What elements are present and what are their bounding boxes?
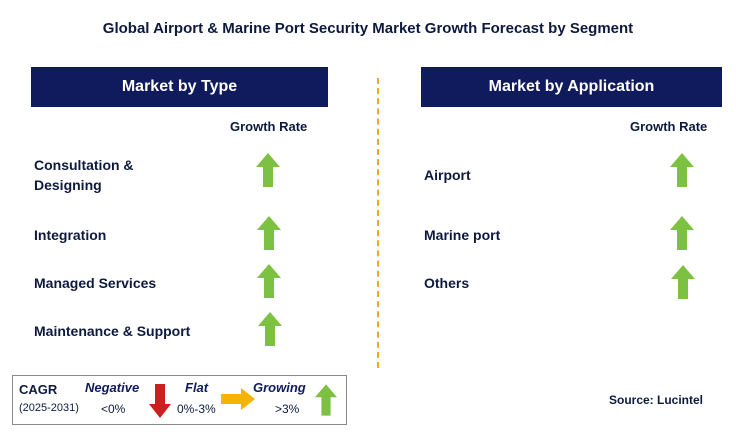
application-panel-header: Market by Application: [421, 67, 722, 107]
legend-cagr-label: CAGR: [19, 382, 58, 397]
legend-period: (2025-2031): [19, 402, 79, 414]
up-arrow-icon: [670, 216, 694, 250]
up-arrow-icon: [670, 153, 694, 187]
panel-divider: [377, 78, 379, 368]
type-panel-header: Market by Type: [31, 67, 328, 107]
source-note: Source: Lucintel: [609, 393, 704, 407]
type-row-label-line1: Consultation &: [34, 157, 134, 173]
application-row-label: Airport: [424, 167, 471, 183]
up-arrow-icon: [315, 384, 337, 416]
page-title: Global Airport & Marine Port Security Ma…: [102, 20, 634, 37]
application-row-label: Marine port: [424, 227, 501, 243]
type-row-label: Maintenance & Support: [34, 323, 191, 339]
down-arrow-icon: [149, 384, 171, 418]
legend-negative-label: Negative: [85, 380, 140, 395]
legend-negative-range: <0%: [101, 402, 126, 416]
type-row-label-line2: Designing: [34, 177, 102, 193]
up-arrow-icon: [258, 312, 282, 346]
legend-flat-label: Flat: [185, 380, 209, 395]
up-arrow-icon: [671, 265, 695, 299]
application-growth-rate-label: Growth Rate: [630, 119, 708, 134]
up-arrow-icon: [257, 264, 281, 298]
cagr-legend: CAGR (2025-2031) Negative <0% Flat 0%-3%…: [12, 375, 347, 425]
legend-growing-label: Growing: [253, 380, 306, 395]
right-arrow-icon: [221, 388, 255, 410]
legend-growing-range: >3%: [275, 402, 300, 416]
up-arrow-icon: [256, 153, 280, 187]
type-row-label: Managed Services: [34, 275, 157, 291]
type-growth-rate-label: Growth Rate: [230, 119, 308, 134]
legend-flat-range: 0%-3%: [177, 402, 216, 416]
up-arrow-icon: [257, 216, 281, 250]
type-row-label: Consultation & Designing: [34, 155, 134, 195]
type-row-label: Integration: [34, 227, 107, 243]
application-row-label: Others: [424, 275, 470, 291]
